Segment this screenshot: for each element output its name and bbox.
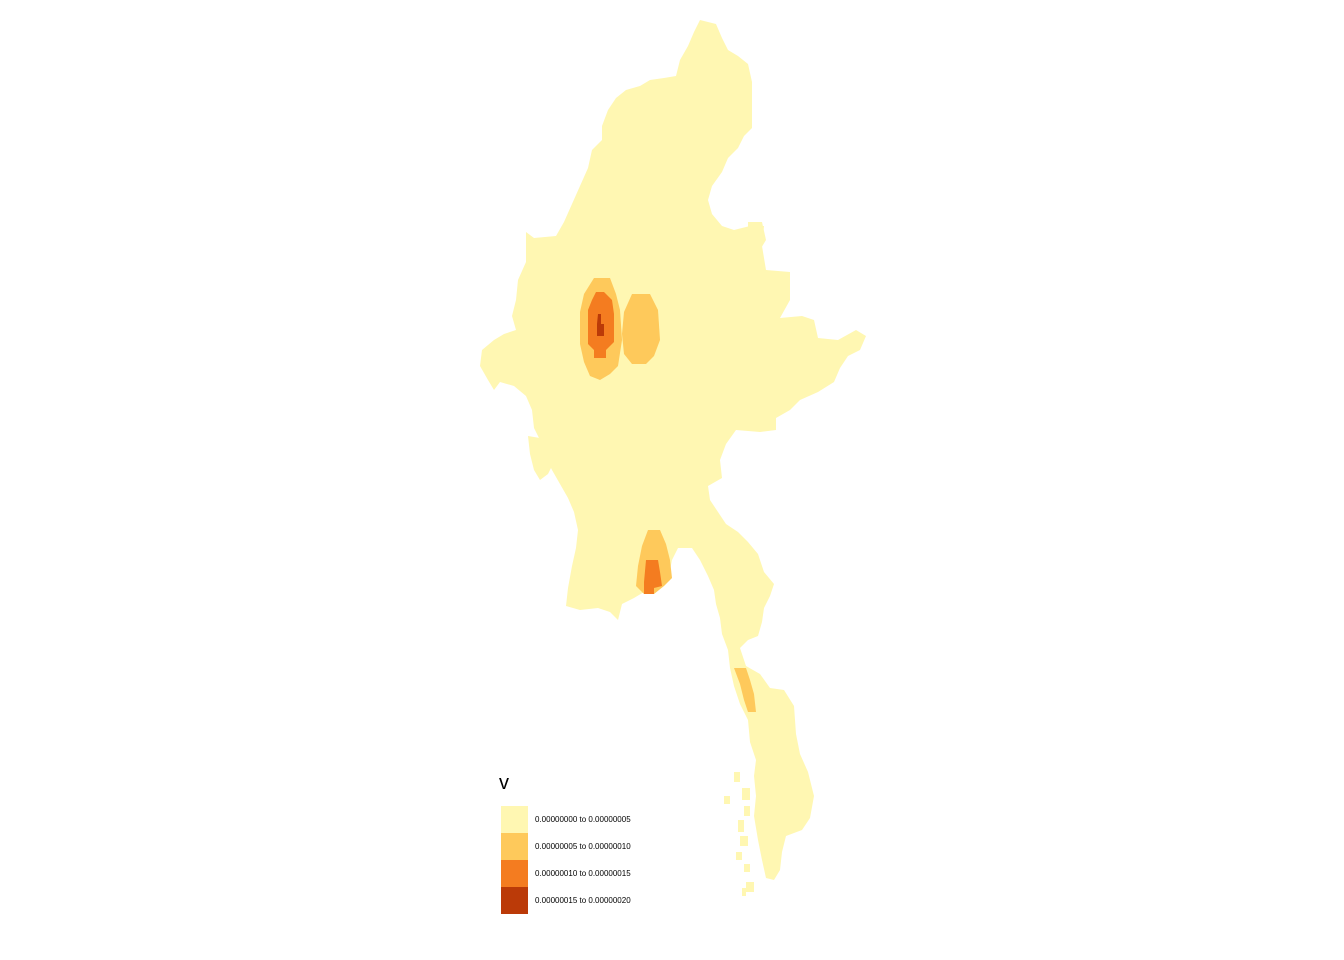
island — [744, 806, 750, 816]
class-1-region — [480, 20, 866, 896]
legend-item: 0.00000015 to 0.00000020 — [498, 887, 631, 914]
legend-label: 0.00000005 to 0.00000010 — [535, 842, 631, 851]
island — [736, 852, 742, 860]
class-2-hotspot-east — [622, 294, 660, 364]
island — [738, 820, 744, 832]
legend-item: 0.00000010 to 0.00000015 — [498, 860, 631, 887]
map-legend: v 0.00000000 to 0.00000005 0.00000005 to… — [498, 772, 631, 914]
east-lobe-region — [748, 222, 766, 250]
island — [742, 788, 750, 800]
mainland-region — [480, 20, 866, 880]
island — [744, 864, 750, 872]
island — [760, 764, 766, 774]
legend-item: 0.00000005 to 0.00000010 — [498, 833, 631, 860]
legend-label: 0.00000015 to 0.00000020 — [535, 896, 631, 905]
legend-swatch — [501, 806, 528, 833]
western-strip-region — [528, 436, 556, 480]
legend-label: 0.00000010 to 0.00000015 — [535, 869, 631, 878]
island — [742, 888, 746, 896]
legend-swatch — [501, 860, 528, 887]
legend-item: 0.00000000 to 0.00000005 — [498, 806, 631, 833]
class-3-hotspot-south — [644, 560, 662, 594]
class-2-hotspot-coast — [734, 668, 756, 712]
legend-label: 0.00000000 to 0.00000005 — [535, 815, 631, 824]
island — [746, 882, 754, 892]
island — [734, 772, 740, 782]
legend-swatch — [501, 887, 528, 914]
legend-title: v — [499, 772, 509, 794]
island — [740, 836, 748, 846]
legend-swatch — [501, 833, 528, 860]
class-4-hotspot-core — [597, 314, 604, 336]
island — [724, 796, 730, 804]
coastal-islands — [724, 764, 766, 896]
island — [756, 798, 762, 806]
